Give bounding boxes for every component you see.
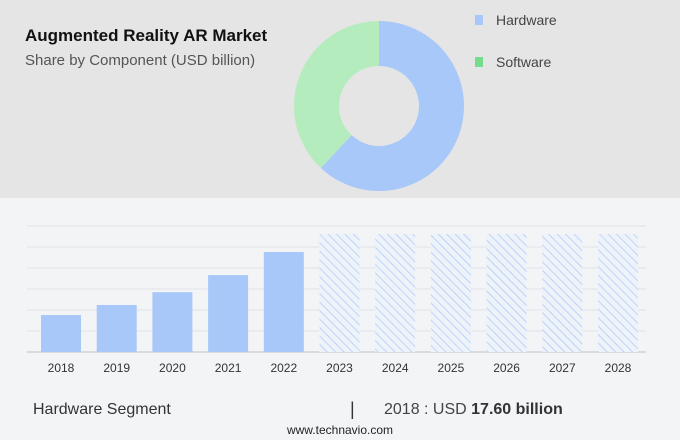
forecast-bar-2025: [430, 234, 471, 352]
forecast-bar-2026: [486, 234, 527, 352]
bar-2018: [41, 315, 81, 352]
x-tick-label: 2023: [326, 361, 353, 375]
legend-item-software: Software: [475, 54, 551, 70]
value-amount: 17.60 billion: [471, 401, 563, 418]
legend-swatch: [475, 15, 483, 25]
forecast-bar-2028: [598, 234, 638, 352]
separator: |: [350, 399, 355, 419]
forecast-bar-2023: [319, 234, 360, 352]
bar-2020: [152, 292, 193, 352]
x-tick-label: 2025: [438, 361, 465, 375]
bar-2019: [96, 304, 137, 352]
value-prefix: 2018 : USD: [384, 401, 472, 418]
donut-slice-software: [294, 21, 379, 168]
legend-swatch: [475, 57, 483, 67]
bar-2022: [263, 252, 304, 352]
x-tick-label: 2019: [103, 361, 130, 375]
x-tick-label: 2021: [215, 361, 242, 375]
legend-item-hardware: Hardware: [475, 12, 557, 28]
x-tick-label: 2018: [48, 361, 75, 375]
bar-2021: [208, 275, 249, 352]
legend-label: Hardware: [496, 12, 557, 28]
source-url: www.technavio.com: [286, 423, 394, 437]
forecast-bar-2027: [542, 234, 583, 352]
chart-title: Augmented Reality AR Market: [25, 26, 268, 45]
x-tick-label: 2020: [159, 361, 186, 375]
x-tick-label: 2026: [493, 361, 520, 375]
legend-label: Software: [496, 54, 552, 70]
chart-subtitle: Share by Component (USD billion): [25, 52, 256, 69]
x-tick-label: 2027: [549, 361, 576, 375]
x-tick-label: 2028: [605, 361, 632, 375]
forecast-bar-2024: [375, 234, 416, 352]
donut-slice-hardware: [320, 21, 465, 192]
x-tick-label: 2022: [270, 361, 297, 375]
segment-label: Hardware Segment: [33, 401, 171, 418]
x-tick-label: 2024: [382, 361, 409, 375]
segment-value: 2018 : USD 17.60 billion: [384, 401, 563, 419]
